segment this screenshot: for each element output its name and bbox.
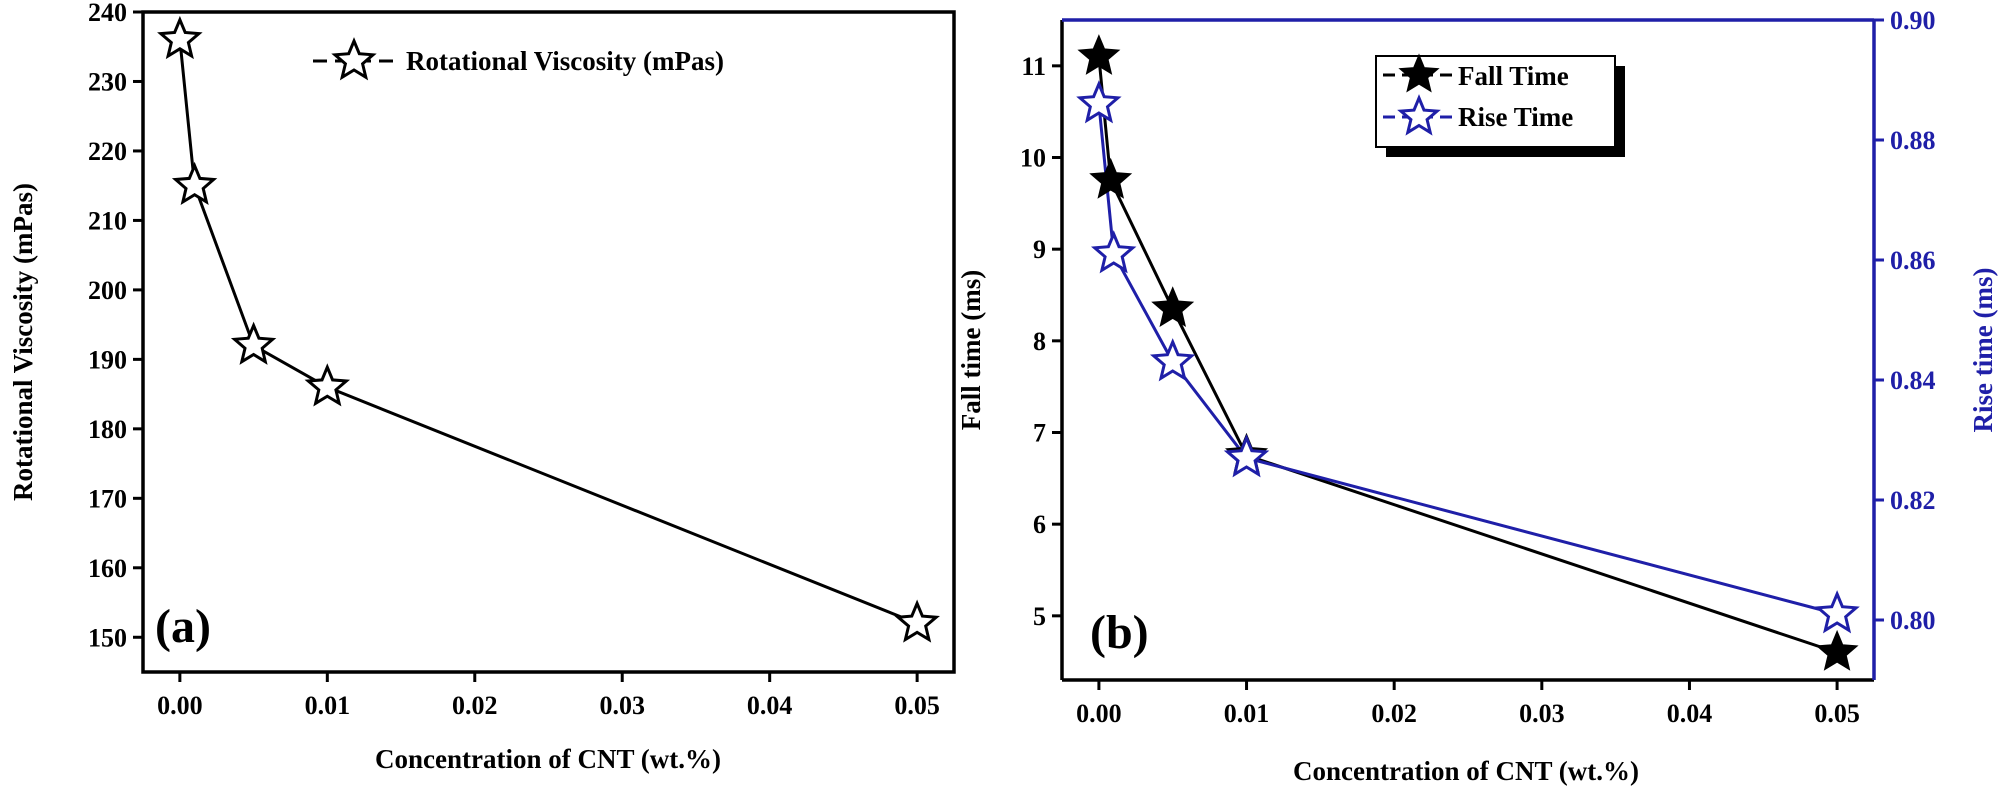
panel-a: 0.00 0.01 0.02 0.03 0.04 0.05 150 160 170 180 190… [8,0,956,774]
data-point-rotational-viscosity [894,599,940,643]
y-tick-label-b-left: 7 [1033,419,1046,448]
data-point-rise-time [1814,590,1860,634]
y-tick-label-a: 150 [88,623,127,652]
series-line-rise-time [1097,103,1838,616]
x-tick-label-b: 0.03 [1519,699,1565,728]
y-tick-label-b-left: 10 [1020,144,1046,173]
panel-label-a: (a) [155,600,211,653]
legend-label-rise-time: Rise Time [1458,102,1573,132]
x-tick-label-a: 0.00 [157,691,203,720]
y-tick-label-a: 180 [88,415,127,444]
series-group-a [157,15,940,643]
x-axis-ticks-a: 0.00 0.01 0.02 0.03 0.04 0.05 [157,672,940,720]
y-tick-label-b-left: 6 [1033,510,1046,539]
plot-frame-a [141,10,956,674]
x-tick-label-b: 0.00 [1076,699,1122,728]
y-tick-label-a: 220 [88,137,127,166]
series-group-b [1076,34,1860,671]
y-tick-label-a: 190 [88,345,127,374]
y-tick-label-a: 160 [88,554,127,583]
y-tick-label-b-right: 0.86 [1890,246,1936,275]
y-tick-label-b-right: 0.90 [1890,6,1936,35]
x-tick-label-a: 0.04 [747,691,793,720]
x-tick-label-b: 0.04 [1667,699,1713,728]
y-axis-ticks-b-left: 5 6 7 8 9 10 11 [1020,52,1062,631]
x-axis-ticks-b: 0.00 0.01 0.02 0.03 0.04 0.05 [1076,680,1860,728]
y-tick-label-a: 230 [88,67,127,96]
legend-sample-a [313,37,396,81]
y-tick-label-a: 200 [88,276,127,305]
y-tick-label-a: 240 [88,0,127,27]
y-tick-label-b-right: 0.82 [1890,486,1936,515]
data-point-rise-time [1091,230,1137,274]
x-tick-label-a: 0.02 [452,691,498,720]
x-tick-label-a: 0.01 [305,691,351,720]
x-axis-title-b: Concentration of CNT (wt.%) [1293,756,1639,786]
y-tick-label-a: 170 [88,484,127,513]
x-axis-title-a: Concentration of CNT (wt.%) [375,744,721,774]
x-tick-label-b: 0.01 [1224,699,1270,728]
y-tick-label-b-right: 0.80 [1890,606,1936,635]
x-tick-label-b: 0.05 [1814,699,1860,728]
y-tick-label-b-left: 5 [1033,602,1046,631]
y-axis-title-b-left: Fall time (ms) [956,270,986,430]
data-point-fall-time [1089,157,1133,199]
legend-marker-fall-time [1398,53,1440,93]
legend-label-rotational-viscosity: Rotational Viscosity (mPas) [406,46,724,76]
data-point-rotational-viscosity [157,15,203,60]
data-point-rise-time [1149,338,1196,382]
y-tick-label-b-left: 11 [1021,52,1046,81]
data-point-fall-time [1077,34,1121,75]
y-axis-title-b-right: Rise time (ms) [1968,268,1998,433]
y-axis-ticks-b-right: 0.80 0.82 0.84 0.86 0.88 0.90 [1874,6,1936,635]
y-tick-label-a: 210 [88,206,127,235]
legend-marker-a [331,37,377,81]
data-point-rise-time [1076,80,1122,124]
x-tick-label-a: 0.05 [894,691,940,720]
legend-b: Fall Time Rise Time [1375,53,1625,157]
y-axis-ticks-a: 150 160 170 180 190 200 210 220 230 240 [88,0,143,652]
legend-marker-rise-time [1397,94,1441,136]
panel-label-b: (b) [1090,606,1149,659]
legend-sample-fall-time [1383,53,1455,93]
data-point-fall-time [1151,286,1195,327]
y-tick-label-b-right: 0.88 [1890,126,1936,155]
y-axis-title-a: Rotational Viscosity (mPas) [8,183,38,501]
data-point-rotational-viscosity [230,321,277,365]
data-point-rotational-viscosity [304,363,351,407]
legend-a: Rotational Viscosity (mPas) [313,37,724,81]
y-tick-label-b-left: 9 [1033,235,1046,264]
legend-sample-rise-time [1383,94,1455,136]
x-tick-label-a: 0.03 [599,691,645,720]
legend-label-fall-time: Fall Time [1458,61,1569,91]
data-point-rise-time [1223,434,1270,478]
data-point-fall-time [1815,629,1859,671]
y-tick-label-b-right: 0.84 [1890,366,1936,395]
x-tick-label-b: 0.02 [1371,699,1417,728]
data-point-rotational-viscosity [171,161,218,206]
y-tick-label-b-left: 8 [1033,327,1046,356]
series-line-rotational-viscosity [178,39,918,625]
